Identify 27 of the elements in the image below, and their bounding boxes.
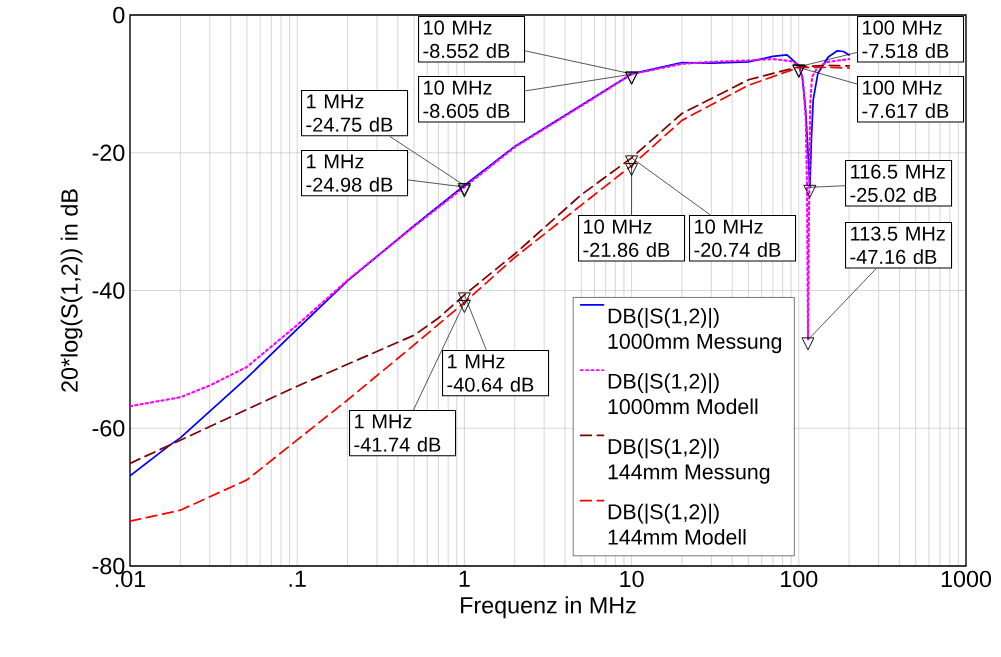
x-axis-title: Frequenz in MHz [461, 596, 636, 619]
y-tick-label: -40 [92, 282, 125, 299]
legend-label: DB(|S(1,2)|) 1000mm Messung [608, 307, 782, 354]
y-tick-label: -20 [92, 144, 125, 162]
legend-label: DB(|S(1,2)|) 1000mm Modell [608, 373, 758, 415]
annotation: 10 MHz -8.552 dB [423, 20, 510, 59]
annotation: 1 MHz -24.75 dB [306, 94, 393, 132]
x-tick-label: 1 [459, 570, 470, 587]
annotation: 10 MHz -21.86 dB [583, 219, 670, 258]
x-tick-label: 1000 [941, 570, 992, 588]
annotation: 116.5 MHz -25.02 dB [850, 164, 945, 203]
y-tick-label: 0 [113, 6, 125, 24]
x-tick-label: 10 [620, 570, 644, 588]
annotation: 113.5 MHz -47.16 dB [850, 226, 945, 265]
legend-label: DB(|S(1,2)|) 144mm Messung [608, 438, 770, 484]
annotation: 100 MHz -7.518 dB [862, 20, 949, 59]
annotation: 100 MHz -7.617 dB [862, 80, 949, 119]
annotation: 10 MHz -8.605 dB [423, 80, 510, 119]
annotation: 10 MHz -20.74 dB [694, 219, 781, 258]
annotation: 1 MHz -40.64 dB [447, 354, 534, 392]
legend-label: DB(|S(1,2)|) 144mm Modell [608, 503, 746, 545]
annotation: 1 MHz -24.98 dB [306, 154, 393, 192]
annotation: 1 MHz -41.74 dB [354, 414, 441, 452]
y-tick-label: -60 [92, 419, 125, 437]
y-axis-title: 20*log(S(1,2)) in dB [60, 189, 83, 392]
x-tick-label: 100 [781, 570, 818, 588]
x-tick-label: .1 [289, 570, 306, 587]
